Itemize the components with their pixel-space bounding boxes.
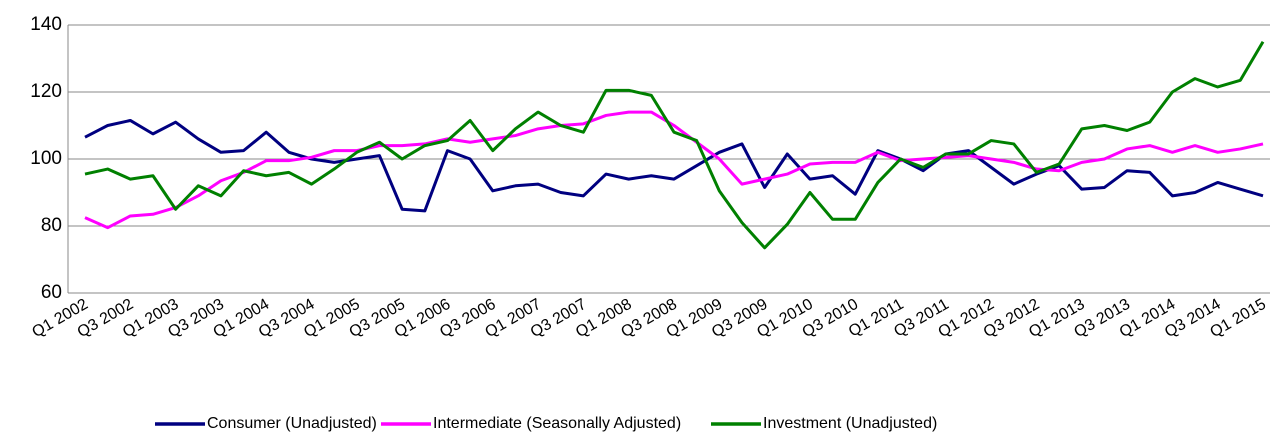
y-tick-label: 140 <box>30 14 62 35</box>
series-line <box>84 110 1264 230</box>
series-line <box>84 40 1265 250</box>
y-tick-label: 100 <box>30 148 62 169</box>
y-tick-label: 120 <box>30 81 62 102</box>
legend-label: Intermediate (Seasonally Adjusted) <box>433 415 681 432</box>
series-line <box>84 118 1264 213</box>
legend-label: Investment (Unadjusted) <box>763 415 937 432</box>
y-tick-label: 80 <box>41 215 62 236</box>
legend-label: Consumer (Unadjusted) <box>207 415 377 432</box>
y-tick-label: 60 <box>41 282 62 303</box>
